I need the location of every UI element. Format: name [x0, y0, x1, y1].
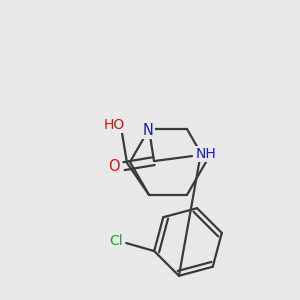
Text: Cl: Cl: [110, 234, 123, 248]
Text: HO: HO: [103, 118, 124, 132]
Text: N: N: [142, 123, 153, 138]
Text: NH: NH: [196, 147, 216, 161]
Text: O: O: [108, 159, 120, 174]
